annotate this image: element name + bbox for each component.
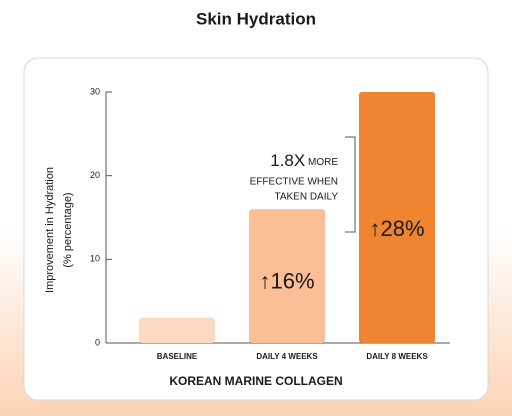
y-tick-label: 10	[90, 254, 100, 264]
x-tick-label: DAILY 4 WEEKS	[256, 352, 318, 361]
callout-line: EFFECTIVE WHEN	[250, 177, 338, 188]
x-tick-label: BASELINE	[157, 352, 198, 361]
callout-small: MORE	[308, 157, 338, 168]
y-axis-title-line: Improvement in Hydration	[44, 167, 56, 293]
bar-annotation: ↑16%	[259, 269, 314, 294]
callout-line: TAKEN DAILY	[274, 192, 338, 203]
x-axis-title: KOREAN MARINE COLLAGEN	[169, 374, 342, 388]
y-axis-title-line: (% percentage)	[62, 192, 74, 267]
chart-title: Skin Hydration	[196, 9, 316, 28]
bar	[249, 209, 325, 343]
bar-annotation: ↑28%	[369, 216, 424, 241]
bar	[359, 92, 435, 343]
y-tick-label: 30	[90, 86, 100, 96]
callout-bracket	[345, 136, 356, 233]
callout-big: 1.8X	[270, 151, 305, 170]
bar	[139, 317, 215, 343]
y-tick-label: 0	[95, 337, 100, 347]
callout-line: 1.8X MORE	[270, 151, 338, 170]
y-tick-label: 20	[90, 170, 100, 180]
x-tick-label: DAILY 8 WEEKS	[366, 352, 428, 361]
y-axis-title: Improvement in Hydration (% percentage)	[44, 167, 74, 293]
